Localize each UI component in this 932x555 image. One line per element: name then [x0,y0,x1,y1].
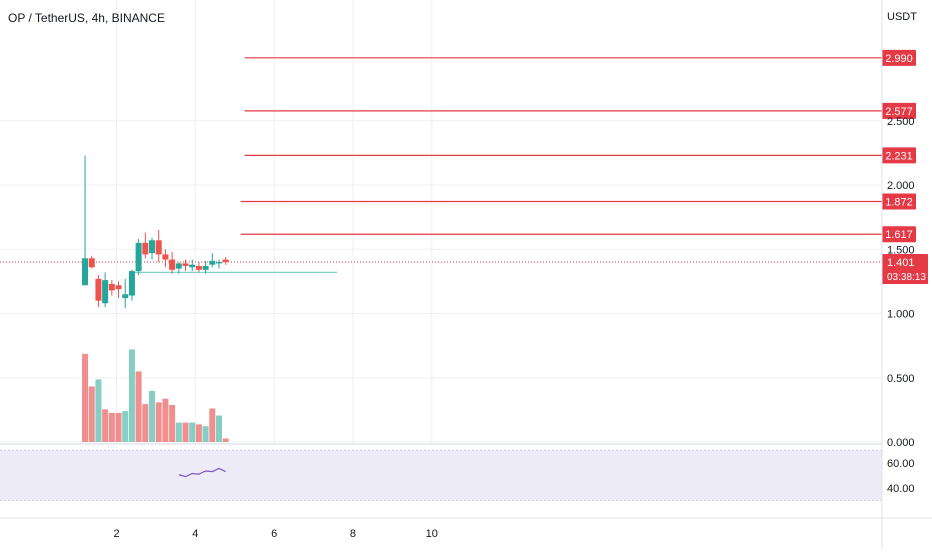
target-label-box [882,193,916,210]
candle-body [88,258,95,268]
y-tick-label: 2.000 [887,180,915,192]
rsi-band [0,450,882,501]
candle-body [216,262,222,264]
candle-body [195,265,202,270]
y-tick-label: 1.500 [887,244,915,256]
y-tick-label: 2.500 [887,116,915,128]
candle-body [135,242,142,272]
volume-bar [122,411,129,442]
candle-body [115,285,122,290]
candles [82,155,229,309]
volume-bar [175,422,182,442]
rsi-pane [0,443,882,513]
candle-body [209,260,216,265]
candle-body [182,263,189,266]
x-tick-label: 10 [426,528,438,540]
target-label: 2.990 [885,53,913,65]
candle-body [128,271,135,296]
candle-body [95,278,102,301]
current-price-box [882,253,928,284]
volume-bar [82,353,89,442]
x-tick-label: 4 [192,528,198,540]
candle-body [82,258,89,286]
volume-bar [216,415,222,442]
rsi-tick-label: 60.00 [887,458,915,470]
volume-bars [82,349,229,442]
target-lines: 2.990 2.577 2.231 1.872 1.617 1.401 03:38:13 [0,49,928,284]
volume-bar [155,402,162,442]
candle-body [149,240,156,254]
target-label: 1.872 [885,196,913,208]
y-tick-label: 0.500 [887,373,915,385]
volume-bar [222,438,229,442]
candle-body [142,242,149,255]
target-label-box [882,49,916,66]
volume-bar [195,424,202,442]
volume-bar [108,412,115,442]
volume-bar [128,349,135,442]
candle-body [122,294,129,299]
target-label: 2.231 [885,150,913,162]
x-tick-label: 2 [113,528,119,540]
target-label: 1.617 [885,229,913,241]
target-label-box [882,226,916,243]
candle-body [108,283,115,291]
candle-body [189,264,196,268]
current-price-label: 1.401 [887,257,915,269]
target-label-box [882,102,916,119]
candle-body [102,280,109,304]
x-tick-label: 8 [350,528,356,540]
volume-bar [115,412,122,442]
x-tick-label: 6 [271,528,277,540]
rsi-tick-label: 40.00 [887,483,915,495]
volume-bar [102,409,109,442]
volume-bar [209,408,216,442]
volume-bar [135,371,142,442]
rsi-line [178,467,226,478]
candle-body [169,259,176,270]
candle-body [222,259,229,263]
candle-body [155,240,162,255]
candle-body [202,265,209,270]
volume-bar [202,426,209,442]
volume-bar [169,404,176,442]
y-tick-label: 0.000 [887,437,915,449]
target-label: 2.577 [885,106,913,118]
candle-body [162,254,169,260]
volume-bar [142,404,149,442]
volume-bar [189,422,196,442]
volume-bar [88,386,95,442]
target-label-box [882,147,916,164]
volume-bar [149,390,156,442]
chart-title: OP / TetherUS, 4h, BINANCE [8,11,165,25]
currency-label: USDT [887,11,917,23]
y-tick-label: 1.000 [887,309,915,321]
candle-body [175,263,182,269]
countdown-label: 03:38:13 [887,272,926,283]
volume-bar [162,398,169,442]
volume-bar [182,422,189,442]
volume-bar [95,379,102,442]
